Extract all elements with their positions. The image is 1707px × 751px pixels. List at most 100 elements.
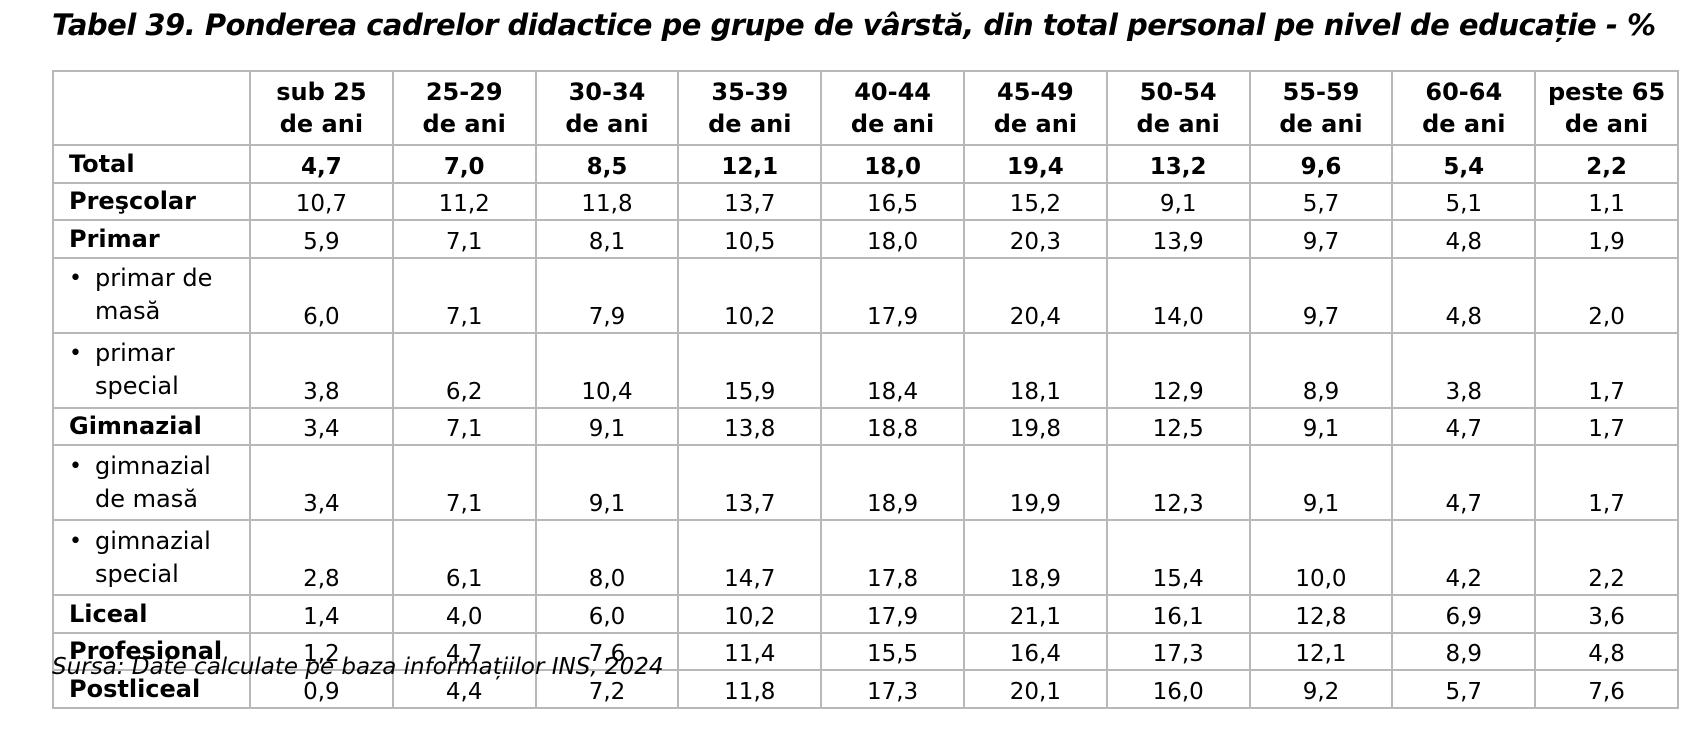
table-cell: 0,9 — [249, 669, 394, 709]
table-cell: 12,5 — [1105, 406, 1251, 446]
row-sublabel: • primar de masă — [52, 256, 251, 334]
table-cell: 9,1 — [534, 444, 680, 521]
table-cell: 20,4 — [962, 256, 1108, 334]
table-cell: 1,7 — [1534, 444, 1679, 521]
table-cell: 15,9 — [677, 331, 823, 409]
column-header: sub 25 de ani — [249, 70, 394, 146]
column-header: 25-29 de ani — [391, 70, 537, 146]
table-cell: 1,9 — [1534, 219, 1679, 259]
table-cell: 2,2 — [1534, 144, 1679, 184]
table-cell: 6,0 — [534, 594, 680, 634]
table-cell: 10,4 — [534, 331, 680, 409]
table-cell: 8,0 — [534, 519, 680, 596]
column-header: 30-34 de ani — [534, 70, 680, 146]
table-cell: 10,7 — [249, 181, 394, 221]
table-cell: 2,8 — [249, 519, 394, 596]
table-cell: 16,1 — [1105, 594, 1251, 634]
table-cell: 17,9 — [820, 256, 965, 334]
table-cell: 12,1 — [1248, 631, 1394, 671]
table-cell: 15,4 — [1105, 519, 1251, 596]
table-cell: 6,1 — [391, 519, 537, 596]
table-cell: 5,7 — [1391, 669, 1537, 709]
header-corner-cell — [52, 70, 251, 146]
table-cell: 5,9 — [249, 219, 394, 259]
table-cell: 4,4 — [391, 669, 537, 709]
table-cell: 7,1 — [391, 256, 537, 334]
table-cell: 4,7 — [249, 144, 394, 184]
row-label-line: primar de — [95, 264, 213, 292]
table-cell: 13,9 — [1105, 219, 1251, 259]
table-cell: 14,0 — [1105, 256, 1251, 334]
row-sublabel: • primar special — [52, 331, 251, 409]
column-header: 55-59 de ani — [1248, 70, 1394, 146]
table-cell: 1,1 — [1534, 181, 1679, 221]
table-row: • gimnazial special 2,8 6,1 8,0 14,7 17,8 18,9 15… — [52, 519, 1679, 596]
table-cell: 17,3 — [820, 669, 965, 709]
table-cell: 1,2 — [249, 631, 394, 671]
data-table: sub 25 de ani 25-29 de ani 30-34 de ani 35-… — [52, 70, 1679, 709]
table-cell: 3,4 — [249, 406, 394, 446]
table-cell: 19,8 — [962, 406, 1108, 446]
row-label-line: de masă — [95, 484, 198, 513]
table-cell: 7,0 — [391, 144, 537, 184]
table-cell: 18,4 — [820, 331, 965, 409]
table-row: Liceal 1,4 4,0 6,0 10,2 17,9 21,1 16,1 12,8 6,9 3,… — [52, 594, 1679, 634]
column-header: peste 65 de ani — [1534, 70, 1679, 146]
row-label: Liceal — [52, 594, 251, 634]
table-cell: 8,5 — [534, 144, 680, 184]
table-cell: 8,9 — [1391, 631, 1537, 671]
table-row: • primar special 3,8 6,2 10,4 15,9 18,4 18,1 12,9… — [52, 331, 1679, 409]
table-cell: 4,0 — [391, 594, 537, 634]
table-cell: 4,8 — [1391, 219, 1537, 259]
table-cell: 4,8 — [1534, 631, 1679, 671]
bullet-icon: • — [69, 341, 82, 366]
table-cell: 19,9 — [962, 444, 1108, 521]
row-label-line: primar — [95, 339, 175, 367]
table-cell: 13,7 — [677, 444, 823, 521]
column-header: 35-39 de ani — [677, 70, 823, 146]
column-header: 45-49 de ani — [962, 70, 1108, 146]
table-cell: 4,7 — [1391, 406, 1537, 446]
table-cell: 11,8 — [677, 669, 823, 709]
row-label: Primar — [52, 219, 251, 259]
table-row: Postliceal 0,9 4,4 7,2 11,8 17,3 20,1 16,0 9,2 5,… — [52, 669, 1679, 709]
header-row: sub 25 de ani 25-29 de ani 30-34 de ani 35-… — [52, 70, 1679, 146]
column-header: 40-44 de ani — [820, 70, 965, 146]
table-cell: 1,4 — [249, 594, 394, 634]
table-cell: 19,4 — [962, 144, 1108, 184]
table-cell: 4,7 — [391, 631, 537, 671]
table-cell: 12,3 — [1105, 444, 1251, 521]
table-cell: 10,5 — [677, 219, 823, 259]
table-cell: 7,9 — [534, 256, 680, 334]
table-cell: 4,7 — [1391, 444, 1537, 521]
table-cell: 17,8 — [820, 519, 965, 596]
table-cell: 15,5 — [820, 631, 965, 671]
table-row: Profesional 1,2 4,7 7,6 11,4 15,5 16,4 17,3 12,1… — [52, 631, 1679, 671]
row-label: Preşcolar — [52, 181, 251, 221]
table-cell: 11,4 — [677, 631, 823, 671]
table-cell: 16,5 — [820, 181, 965, 221]
table-cell: 7,2 — [534, 669, 680, 709]
row-label-line: special — [95, 559, 179, 588]
column-header: 60-64 de ani — [1391, 70, 1537, 146]
table-cell: 5,1 — [1391, 181, 1537, 221]
row-label-line: gimnazial — [95, 526, 211, 555]
table-cell: 9,1 — [1248, 444, 1394, 521]
table-cell: 13,8 — [677, 406, 823, 446]
table-cell: 9,7 — [1248, 219, 1394, 259]
table-cell: 7,1 — [391, 444, 537, 521]
table-cell: 3,6 — [1534, 594, 1679, 634]
row-sublabel: • gimnazial de masă — [52, 444, 251, 521]
row-label: Gimnazial — [52, 406, 251, 446]
table-cell: 10,2 — [677, 256, 823, 334]
table-cell: 7,1 — [391, 406, 537, 446]
table-row: • gimnazial de masă 3,4 7,1 9,1 13,7 18,9 19,9 12… — [52, 444, 1679, 521]
row-label-line: masă — [95, 297, 161, 325]
row-label: Postliceal — [52, 669, 251, 709]
table-cell: 8,9 — [1248, 331, 1394, 409]
table-cell: 17,9 — [820, 594, 965, 634]
table-cell: 21,1 — [962, 594, 1108, 634]
table-row: Total 4,7 7,0 8,5 12,1 18,0 19,4 13,2 9,6 5,4 2,2 — [52, 144, 1679, 184]
table-cell: 9,1 — [1105, 181, 1251, 221]
row-label-line: gimnazial — [95, 451, 211, 480]
